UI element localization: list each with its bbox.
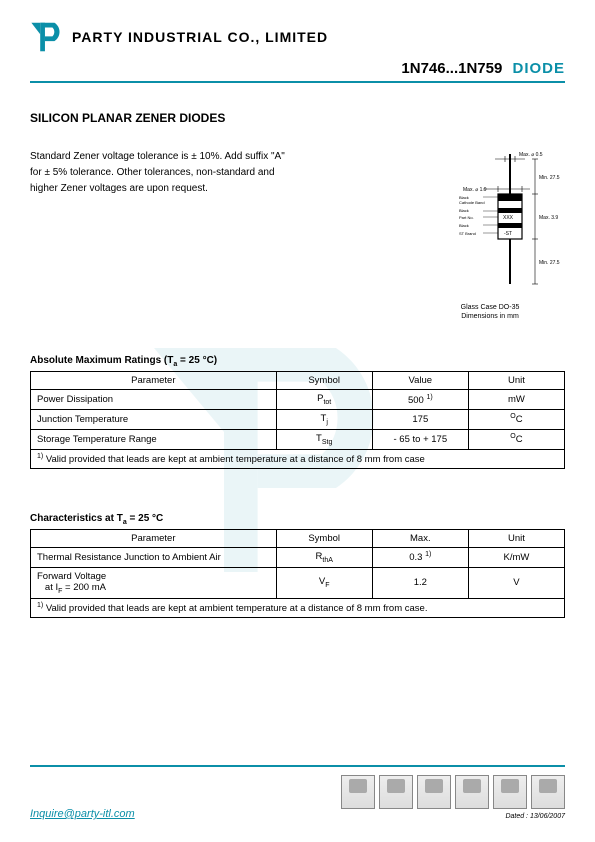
header: PARTY INDUSTRIAL CO., LIMITED (30, 20, 565, 54)
cell-value: 1.2 (372, 567, 468, 598)
svg-text:Max. ⌀ 0.5: Max. ⌀ 0.5 (519, 152, 543, 158)
svg-text:Part No.: Part No. (459, 215, 474, 220)
footer: Inquire@party-itl.com Dated : 13/06/2007 (30, 765, 565, 820)
svg-text:Min. 27.5: Min. 27.5 (539, 260, 560, 266)
cell-value: 175 (372, 410, 468, 430)
svg-text:Black: Black (459, 223, 469, 228)
abs-max-table: Parameter Symbol Value Unit Power Dissip… (30, 371, 565, 469)
col-value: Value (372, 372, 468, 390)
characteristics-table: Parameter Symbol Max. Unit Thermal Resis… (30, 529, 565, 618)
col-parameter: Parameter (31, 372, 277, 390)
svg-text:Max. ⌀ 1.9: Max. ⌀ 1.9 (463, 187, 487, 193)
table-header-row: Parameter Symbol Value Unit (31, 372, 565, 390)
cell-symbol: Tj (276, 410, 372, 430)
cell-value: 0.3 1) (372, 548, 468, 568)
svg-text:ST Brand: ST Brand (459, 231, 476, 236)
table-row: Thermal Resistance Junction to Ambient A… (31, 548, 565, 568)
characteristics-heading: Characteristics at Ta = 25 °C (30, 513, 565, 526)
package-figure: XXX -ST Max. ⌀ 0.5 Max. ⌀ 1.9 Min (415, 149, 565, 321)
page-title: SILICON PLANAR ZENER DIODES (30, 111, 565, 125)
abs-max-footnote: 1) Valid provided that leads are kept at… (31, 449, 565, 468)
svg-text:Min. 27.5: Min. 27.5 (539, 175, 560, 181)
part-number-row: 1N746...1N759 DIODE (30, 60, 565, 77)
cell-unit: K/mW (468, 548, 564, 568)
cell-symbol: VF (276, 567, 372, 598)
cell-unit: OC (468, 429, 564, 449)
svg-text:Cathode Band: Cathode Band (459, 200, 485, 205)
cert-badge (531, 775, 565, 809)
footer-divider (30, 765, 565, 767)
cell-unit: mW (468, 390, 564, 410)
cell-symbol: RthA (276, 548, 372, 568)
cert-badge (493, 775, 527, 809)
company-name: PARTY INDUSTRIAL CO., LIMITED (72, 29, 328, 45)
category-label: DIODE (512, 60, 565, 77)
col-max: Max. (372, 530, 468, 548)
table-row: Junction TemperatureTj175OC (31, 410, 565, 430)
table-row: Power DissipationPtot500 1)mW (31, 390, 565, 410)
cell-param: Thermal Resistance Junction to Ambient A… (31, 548, 277, 568)
col-unit: Unit (468, 372, 564, 390)
svg-text:-ST: -ST (504, 231, 512, 237)
cert-badge (417, 775, 451, 809)
cell-param: Junction Temperature (31, 410, 277, 430)
svg-text:XXX: XXX (503, 215, 514, 221)
table-row: Storage Temperature RangeTStg- 65 to + 1… (31, 429, 565, 449)
svg-text:Black: Black (459, 208, 469, 213)
cert-badge (379, 775, 413, 809)
part-range: 1N746...1N759 (401, 60, 502, 77)
table-row: Forward Voltage at IF = 200 mAVF1.2V (31, 567, 565, 598)
cell-param: Forward Voltage at IF = 200 mA (31, 567, 277, 598)
cell-param: Power Dissipation (31, 390, 277, 410)
inquire-link[interactable]: Inquire@party-itl.com (30, 808, 135, 820)
company-logo-icon (30, 20, 64, 54)
col-symbol: Symbol (276, 372, 372, 390)
cell-value: - 65 to + 175 (372, 429, 468, 449)
cert-badges (341, 775, 565, 809)
cell-unit: V (468, 567, 564, 598)
figure-caption: Glass Case DO-35 Dimensions in mm (415, 303, 565, 321)
footnote-row: 1) Valid provided that leads are kept at… (31, 598, 565, 617)
dated-label: Dated : 13/06/2007 (341, 813, 565, 820)
svg-text:Max. 3.9: Max. 3.9 (539, 215, 558, 221)
header-divider (30, 81, 565, 83)
char-footnote: 1) Valid provided that leads are kept at… (31, 598, 565, 617)
intro-text: Standard Zener voltage tolerance is ± 10… (30, 149, 290, 321)
col-parameter: Parameter (31, 530, 277, 548)
cell-unit: OC (468, 410, 564, 430)
cell-symbol: TStg (276, 429, 372, 449)
cell-value: 500 1) (372, 390, 468, 410)
col-unit: Unit (468, 530, 564, 548)
cert-badge (341, 775, 375, 809)
cell-symbol: Ptot (276, 390, 372, 410)
cell-param: Storage Temperature Range (31, 429, 277, 449)
abs-max-heading: Absolute Maximum Ratings (Ta = 25 °C) (30, 355, 565, 368)
cert-badge (455, 775, 489, 809)
footnote-row: 1) Valid provided that leads are kept at… (31, 449, 565, 468)
table-header-row: Parameter Symbol Max. Unit (31, 530, 565, 548)
col-symbol: Symbol (276, 530, 372, 548)
